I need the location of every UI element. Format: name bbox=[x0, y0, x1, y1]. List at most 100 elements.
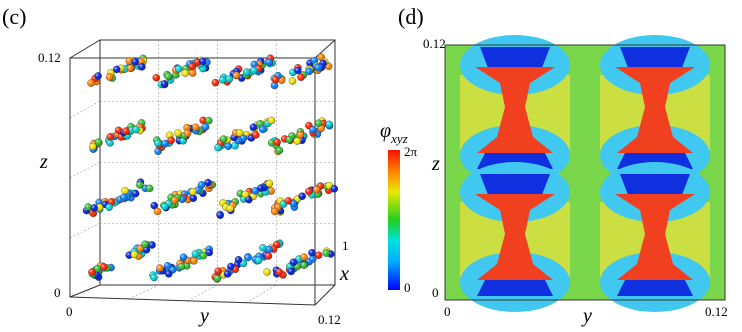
sphere-shine bbox=[315, 119, 323, 127]
axis-title: y bbox=[581, 305, 592, 327]
red-region bbox=[615, 67, 695, 153]
tick-label: 1 bbox=[342, 238, 349, 253]
sphere-shine bbox=[181, 69, 189, 77]
sphere-shine bbox=[183, 129, 192, 137]
sphere-shine bbox=[150, 202, 158, 210]
sphere-shine bbox=[223, 270, 232, 278]
sphere-shine bbox=[236, 129, 244, 137]
sphere-shine bbox=[271, 76, 280, 84]
colorbar-gradient bbox=[388, 150, 400, 290]
sphere-shine bbox=[164, 72, 172, 81]
sphere-shine bbox=[214, 144, 222, 152]
subscript: xyz bbox=[390, 131, 408, 146]
sphere-shine bbox=[171, 196, 179, 204]
sphere-shine bbox=[177, 262, 186, 271]
sphere-shine bbox=[254, 256, 263, 265]
sphere-shine bbox=[201, 123, 210, 131]
sphere-shine bbox=[106, 133, 114, 141]
tick-label: 0 bbox=[432, 285, 439, 300]
blue-region bbox=[620, 174, 690, 200]
sphere-shine bbox=[136, 244, 144, 253]
sphere-shine bbox=[300, 261, 308, 269]
sphere-shine bbox=[298, 192, 306, 200]
tick-label: 0 bbox=[54, 285, 61, 300]
sphere-shine bbox=[225, 75, 233, 83]
sphere-shine bbox=[309, 255, 317, 263]
sphere-shine bbox=[231, 142, 239, 150]
grid-line bbox=[69, 100, 101, 119]
sphere-shine bbox=[275, 268, 283, 276]
sphere-shine bbox=[93, 265, 102, 273]
sphere-shine bbox=[218, 76, 227, 84]
sphere-shine bbox=[315, 251, 323, 259]
sphere-shine bbox=[150, 273, 158, 282]
sphere-shine bbox=[220, 135, 228, 143]
sphere-shine bbox=[154, 139, 162, 147]
sphere-shine bbox=[211, 79, 219, 87]
blue-region bbox=[480, 47, 550, 73]
panel-label: (d) bbox=[398, 4, 424, 29]
sphere-shine bbox=[314, 63, 322, 72]
sphere-shine bbox=[252, 131, 260, 139]
colorbar: φxyz 2π 0 bbox=[380, 120, 418, 295]
grid-line bbox=[128, 284, 159, 300]
grid-line bbox=[187, 284, 218, 302]
sphere-shine bbox=[224, 142, 232, 150]
sphere-shine bbox=[270, 81, 279, 90]
sphere-shine bbox=[90, 204, 98, 212]
sphere-shine bbox=[296, 131, 305, 139]
sphere-shine bbox=[120, 193, 128, 201]
sphere-shine bbox=[190, 257, 198, 265]
colorbar-title: φxyz bbox=[380, 120, 408, 146]
sphere-shine bbox=[161, 203, 169, 211]
sphere-shine bbox=[87, 79, 95, 87]
sphere-shine bbox=[265, 245, 273, 254]
sphere-shine bbox=[305, 67, 313, 76]
sphere-shine bbox=[322, 249, 330, 257]
sphere-shine bbox=[305, 187, 313, 196]
sphere-shine bbox=[330, 185, 338, 193]
sphere-shine bbox=[259, 125, 267, 134]
sphere-shine bbox=[205, 116, 213, 125]
sphere-shine bbox=[199, 57, 207, 65]
sphere-shine bbox=[167, 136, 175, 144]
sphere-shine bbox=[300, 253, 308, 261]
sphere-shine bbox=[199, 252, 208, 260]
sphere-shine bbox=[213, 274, 221, 283]
sphere-shine bbox=[227, 262, 235, 271]
sphere-shine bbox=[226, 204, 234, 213]
sphere-shine bbox=[265, 58, 273, 66]
sphere-shine bbox=[160, 80, 169, 88]
sphere-shine bbox=[146, 184, 154, 192]
sphere-shine bbox=[136, 181, 144, 189]
sphere-shine bbox=[130, 250, 139, 259]
sphere-shine bbox=[243, 68, 251, 76]
sphere-shine bbox=[88, 268, 96, 276]
sphere-shine bbox=[106, 139, 114, 147]
sphere-shine bbox=[189, 188, 197, 196]
sphere-shine bbox=[273, 138, 281, 146]
sphere-shine bbox=[174, 129, 182, 137]
sphere-shine bbox=[105, 203, 113, 211]
sphere-shine bbox=[165, 270, 173, 278]
sphere-shine bbox=[125, 57, 133, 65]
sphere-rods bbox=[82, 53, 339, 283]
sphere-shine bbox=[309, 126, 317, 134]
sphere-shine bbox=[163, 262, 172, 270]
heatmap bbox=[445, 35, 725, 312]
sphere-shine bbox=[275, 146, 284, 154]
sphere-shine bbox=[94, 72, 102, 80]
sphere-shine bbox=[175, 65, 183, 73]
tick-label: 0 bbox=[66, 304, 73, 319]
sphere-shine bbox=[126, 64, 135, 72]
tick-label: 0 bbox=[444, 304, 451, 319]
sphere-shine bbox=[121, 187, 129, 195]
grid-line bbox=[69, 161, 101, 179]
sphere-shine bbox=[179, 253, 188, 261]
frame bbox=[444, 44, 726, 301]
sphere-shine bbox=[191, 250, 199, 258]
sphere-shine bbox=[214, 267, 222, 275]
sphere-shine bbox=[259, 244, 267, 252]
sphere-shine bbox=[189, 69, 197, 77]
sphere-shine bbox=[94, 138, 103, 146]
